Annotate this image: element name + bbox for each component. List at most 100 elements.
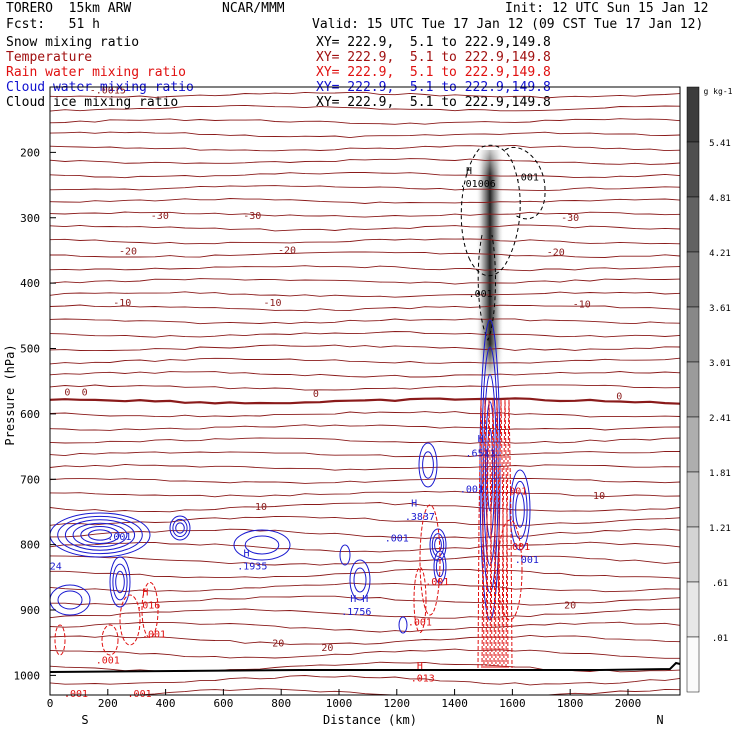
x-tick-label: 600 [213,697,233,710]
isotherm-line [50,265,680,272]
cloud-water-contour [72,522,128,548]
isotherm-line [50,463,680,471]
cloud-water-label: H [478,434,484,445]
colorbar-segment [686,306,700,363]
cloud-water-contour [486,428,494,512]
rain-label: H [417,661,423,672]
temperature-label: 10 [255,502,267,513]
cloud-water-label: .001 [107,532,131,543]
colorbar: 5.41 4.81 4.21 3.61 3.01 2.41 1.81 1.21 .61 .01 g … [686,86,733,693]
isotherm-line [50,555,680,566]
cloud-water-contour [398,616,408,634]
temperature-label: -20 [278,246,296,257]
init-time: Init: 12 UTC Sun 15 Jan 12 [505,1,709,16]
y-tick-label: 800 [20,539,40,552]
temperature-label: -20 [547,248,565,259]
rain-label: .001 [64,689,88,700]
isotherm-line [50,172,680,179]
temperature-label: -10 [573,299,591,310]
colorbar-segment [686,416,700,473]
colorbar-segment [686,196,700,253]
valid-time: Valid: 15 UTC Tue 17 Jan 12 (09 CST Tue … [312,17,704,32]
rain-contour [493,399,501,669]
freezing-level-line [50,397,680,405]
colorbar-label: 5.41 [709,139,731,149]
rain-contour [505,399,513,669]
isotherm-line [50,411,680,418]
cloud-water-label: H [411,499,417,510]
snow-label: .001 [469,289,493,300]
x-tick-label: 1200 [384,697,411,710]
colorbar-label: 1.81 [709,469,731,479]
cloud-water-contour [88,529,112,541]
isotherm-line [50,238,680,245]
rain-contour [481,399,489,669]
y-tick-label: 400 [20,277,40,290]
isotherm-line [50,331,680,338]
colorbar-label: 3.01 [709,359,731,369]
plot-frame [49,86,681,696]
cloud-water-contour [175,522,185,534]
legend-rain-xy: XY= 222.9, 5.1 to 222.9,149.8 [316,65,551,80]
isotherm-line [50,437,680,444]
temperature-label: -30 [243,211,261,222]
isotherm-line [50,490,680,498]
rain-label: .016 [136,601,160,612]
x-tick-label: 200 [98,697,118,710]
isotherm-line [50,304,680,312]
rain-contour [497,399,505,669]
north-label: N [656,713,663,727]
cloud-water-label: H [243,548,249,559]
rain-label: .013 [411,673,435,684]
isotherm-line [50,608,680,619]
x-tick-label: 1000 [326,697,353,710]
y-tick-label: 900 [20,604,40,617]
temperature-label: -30 [561,213,579,224]
colorbar-segment [686,251,700,308]
isotherm-line [50,278,680,285]
legend-cloud-ice-xy: XY= 222.9, 5.1 to 222.9,149.8 [316,95,551,110]
temperature-label: 0 [82,388,88,399]
temperature-label: -10 [113,298,131,309]
rain-label: .001 [425,577,449,588]
terrain-line [49,661,681,673]
isotherm-line [50,582,680,593]
cloud-water-contour [353,567,367,593]
rain-contour [485,399,493,669]
cloud-water-contour [431,533,445,557]
temperature-label: 10 [593,491,605,502]
colorbar-unit: g kg-1 [704,87,733,96]
cloud-water-contour [80,526,120,544]
snow-label: .001 [515,172,539,183]
temperature-label: 20 [321,643,333,654]
terrain-line [49,661,681,673]
cloud-water-label: .001 [515,555,539,566]
isotherm-line [50,541,680,553]
colorbar-segment [686,526,700,583]
ice-contour [504,147,546,220]
temperature-contours [50,91,680,695]
isotherm-line [50,158,680,165]
isotherm-line [50,344,680,351]
cloud-ice-contours [460,144,546,342]
isotherm-line [50,104,680,112]
snow-mixing-ratio-shading [476,150,504,380]
x-tick-label: 400 [156,697,176,710]
y-tick-label: 1000 [14,669,41,682]
isotherm-line [50,185,680,192]
temperature-label: 0 [64,388,70,399]
isotherm-line [50,118,680,125]
cloud-water-contour [50,512,151,558]
temperature-label: 20 [272,639,284,650]
cloud-water-contour [50,584,91,616]
x-tick-label: 1400 [441,697,468,710]
rain-water-contours [54,399,523,669]
isotherm-line [50,291,680,298]
rain-contour [477,399,485,669]
rain-contour [501,399,509,669]
rain-label: .001 [96,656,120,667]
colorbar-label: 3.61 [709,304,731,314]
cloud-water-contour [109,556,131,608]
cloud-water-label: .001 [460,484,484,495]
cloud-water-contour [349,559,371,601]
